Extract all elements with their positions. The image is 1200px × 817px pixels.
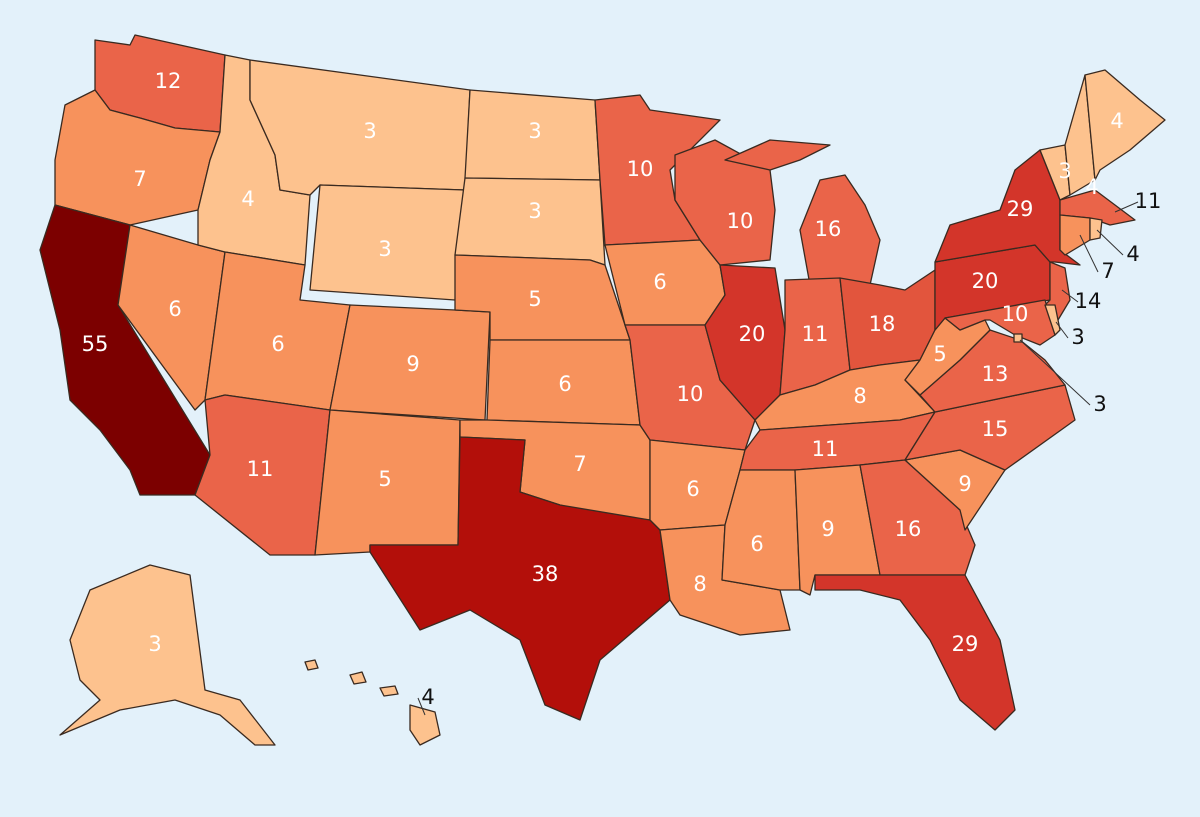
value-label: 7 [133, 167, 146, 191]
value-label: 10 [677, 382, 704, 406]
state [304, 659, 441, 746]
state [1084, 69, 1166, 181]
value-label: 9 [406, 352, 419, 376]
value-label: 20 [739, 322, 766, 346]
value-label: 7 [1101, 259, 1114, 283]
leader-line [1019, 339, 1091, 406]
state [369, 436, 671, 721]
value-label: 7 [573, 452, 586, 476]
value-label: 4 [421, 685, 434, 709]
value-label: 13 [982, 362, 1009, 386]
value-label: 3 [1093, 392, 1106, 416]
value-label: 3 [528, 199, 541, 223]
state [1044, 304, 1061, 336]
state [674, 139, 776, 266]
value-label: 3 [528, 119, 541, 143]
value-label: 11 [812, 437, 839, 461]
value-label: 6 [558, 372, 571, 396]
state [1059, 214, 1091, 256]
leader-line [417, 697, 426, 716]
value-label: 29 [1007, 197, 1034, 221]
value-label: 8 [693, 572, 706, 596]
leader-line [1061, 289, 1079, 303]
value-label: 4 [1085, 175, 1098, 199]
value-label: 10 [1002, 302, 1029, 326]
value-label: 11 [247, 457, 274, 481]
value-label: 14 [1075, 289, 1102, 313]
value-label: 55 [82, 332, 109, 356]
states [39, 34, 1166, 746]
value-label: 5 [528, 287, 541, 311]
value-label: 3 [363, 119, 376, 143]
value-label: 9 [958, 472, 971, 496]
value-label: 18 [869, 312, 896, 336]
value-label: 3 [148, 632, 161, 656]
value-label: 29 [952, 632, 979, 656]
value-label: 10 [727, 209, 754, 233]
value-label: 4 [241, 187, 254, 211]
state [594, 94, 721, 246]
value-label: 4 [1110, 109, 1123, 133]
value-label: 4 [1126, 242, 1139, 266]
leader-line [1096, 229, 1124, 256]
value-label: 10 [627, 157, 654, 181]
leader-line [1055, 321, 1069, 339]
value-label: 16 [815, 217, 842, 241]
state [59, 564, 276, 746]
state [814, 574, 1016, 731]
value-label: 6 [686, 477, 699, 501]
value-label: 15 [982, 417, 1009, 441]
value-label: 12 [155, 69, 182, 93]
value-label: 6 [653, 270, 666, 294]
value-label: 9 [821, 517, 834, 541]
value-label: 11 [1135, 189, 1162, 213]
value-label: 16 [895, 517, 922, 541]
value-label: 3 [378, 237, 391, 261]
value-label: 6 [750, 532, 763, 556]
state [1089, 217, 1103, 241]
value-label: 38 [532, 562, 559, 586]
value-label: 11 [802, 322, 829, 346]
value-label: 6 [168, 297, 181, 321]
value-label: 5 [933, 342, 946, 366]
value-label: 6 [271, 332, 284, 356]
value-label: 8 [853, 384, 866, 408]
value-label: 20 [972, 269, 999, 293]
leader-line [1114, 201, 1139, 213]
state [934, 149, 1081, 266]
state [904, 384, 1076, 471]
value-label: 3 [1058, 159, 1071, 183]
value-label: 3 [1071, 325, 1084, 349]
state [329, 304, 491, 421]
value-label: 5 [378, 467, 391, 491]
leader-line [1079, 234, 1099, 273]
